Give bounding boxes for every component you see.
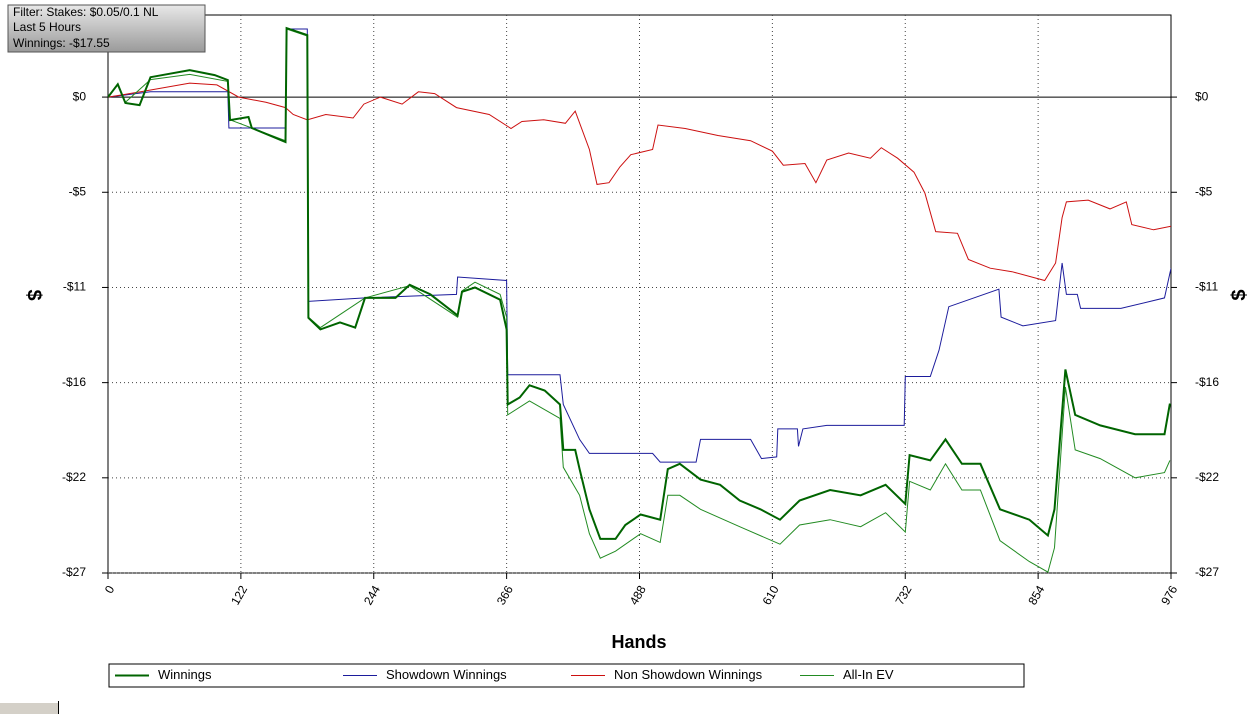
y-axis-label-right: $: [1228, 289, 1247, 300]
legend: [108, 663, 1025, 688]
x-tick-label: 854: [1025, 583, 1047, 608]
y-tick-label-right: -$5: [1195, 184, 1213, 198]
legend-label: Showdown Winnings: [386, 667, 507, 682]
x-tick-label: 244: [361, 583, 383, 608]
series-line: [108, 82, 1171, 282]
x-tick-label: 976: [1158, 583, 1180, 608]
y-tick-label-right: -$22: [1195, 470, 1219, 484]
x-tick-label: 610: [760, 583, 782, 608]
plot-area: [107, 14, 1172, 574]
series-line: [108, 28, 1171, 463]
y-tick-label: -$16: [62, 375, 86, 389]
x-tick-label: 488: [627, 583, 649, 608]
y-axis-label: $: [23, 289, 45, 300]
info-text: Winnings: -$17.55: [13, 36, 110, 50]
y-tick-label: $0: [73, 89, 87, 103]
y-tick-label: -$22: [62, 470, 86, 484]
status-widget: [0, 703, 58, 714]
y-tick-label-right: -$16: [1195, 375, 1219, 389]
info-text: Last 5 Hours: [13, 20, 81, 34]
y-tick-label-right: $0: [1195, 89, 1209, 103]
legend-label: Non Showdown Winnings: [614, 667, 763, 682]
y-tick-label-right: -$11: [1195, 280, 1218, 294]
y-tick-label: -$27: [62, 565, 86, 579]
x-tick-label: 366: [494, 583, 516, 608]
grid: [108, 15, 1171, 574]
series-lines: [108, 26, 1171, 573]
x-tick-label: 732: [892, 583, 914, 608]
x-tick-label: 122: [228, 583, 250, 608]
x-tick-label: 0: [102, 583, 118, 596]
y-tick-label: -$11: [63, 280, 86, 294]
legend-label: Winnings: [158, 667, 212, 682]
y-tick-label: -$5: [69, 184, 87, 198]
info-box: [7, 4, 206, 53]
x-axis-label: Hands: [611, 632, 666, 652]
series-line: [108, 26, 1171, 540]
info-text: Filter: Stakes: $0.05/0.1 NL: [13, 5, 159, 19]
y-tick-label-right: -$27: [1195, 565, 1219, 579]
legend-label: All-In EV: [843, 667, 894, 682]
